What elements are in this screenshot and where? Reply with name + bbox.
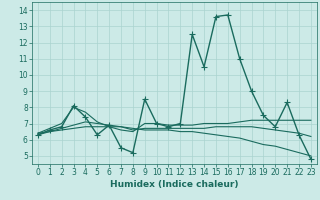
X-axis label: Humidex (Indice chaleur): Humidex (Indice chaleur) bbox=[110, 180, 239, 189]
